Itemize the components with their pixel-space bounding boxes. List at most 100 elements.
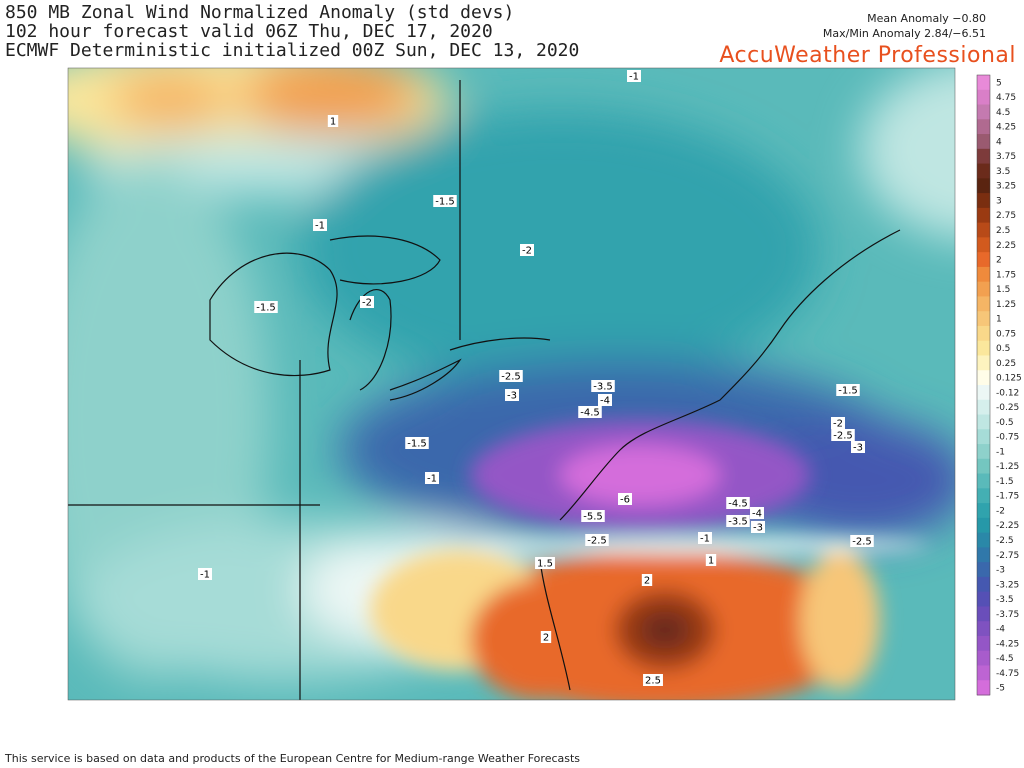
contour-label-text: -2.5: [833, 431, 853, 442]
contour-label-text: -4.5: [728, 499, 748, 510]
contour-label-box: [585, 534, 609, 546]
contour-label: -3.5: [726, 515, 750, 528]
legend-label: -4.5: [996, 654, 1014, 664]
legend-label: 4.75: [996, 93, 1016, 103]
contour-label-box: [750, 507, 764, 519]
legend-swatch: [977, 119, 990, 135]
legend-label: 0.5: [996, 344, 1010, 354]
contour-label-box: [591, 380, 615, 392]
legend-swatch: [977, 517, 990, 534]
legend-swatch: [977, 370, 990, 386]
legend-label: -2: [996, 506, 1005, 516]
contour-label: 2: [540, 631, 552, 644]
contour-label-box: [433, 195, 457, 207]
legend-label: 3.5: [996, 167, 1010, 177]
legend-swatch: [977, 207, 990, 224]
contour-label-text: -2.5: [852, 537, 872, 548]
contour-label: 1: [705, 554, 717, 567]
legend-label: 1.5: [996, 285, 1010, 295]
legend-swatch: [977, 237, 990, 253]
contour-label-text: 1: [708, 556, 714, 567]
title-line: ECMWF Deterministic initialized 00Z Sun,…: [5, 40, 580, 61]
contour-label-box: [405, 437, 429, 449]
legend-swatch: [977, 178, 990, 194]
legend-swatch: [977, 429, 990, 445]
legend-label: 2: [996, 256, 1002, 266]
contour-label: 1.5: [535, 557, 555, 570]
legend-label: -3: [996, 566, 1005, 576]
contour-label: -4: [598, 394, 612, 407]
contour-label: -1: [313, 219, 327, 232]
legend-label: -3.25: [996, 580, 1019, 590]
legend-swatch: [977, 252, 990, 268]
contour-label: -4: [750, 507, 764, 520]
legend-label: 4.25: [996, 123, 1016, 133]
contour-label-text: 1: [330, 117, 336, 128]
title-line: 850 MB Zonal Wind Normalized Anomaly (st…: [5, 2, 515, 23]
contour-label-text: -1.5: [407, 439, 427, 450]
legend-label: 0.125: [996, 374, 1022, 384]
contour-label-box: [505, 389, 519, 401]
legend-label: 4.5: [996, 108, 1010, 118]
contour-label: -2.5: [831, 429, 855, 442]
contour-label-text: -3.5: [593, 382, 613, 393]
contour-label: -1.5: [836, 384, 860, 397]
legend-label: -2.5: [996, 536, 1014, 546]
legend-swatch: [977, 399, 990, 416]
legend-swatch: [977, 680, 990, 696]
contour-label-text: -1: [700, 534, 710, 545]
legend-swatch: [977, 311, 990, 327]
color-legend: 5 4.75 4.5 4.25 4 3.75 3.5 3.25 3 2.75 2.5 2.25 2 1.7…: [976, 74, 1022, 696]
contour-label: -2.5: [585, 534, 609, 547]
contour-label: -1: [627, 70, 641, 83]
contour-label-box: [540, 631, 552, 643]
legend-swatch: [977, 266, 990, 283]
legend-swatch: [977, 488, 990, 504]
contour-label-text: -1.5: [256, 303, 276, 314]
contour-label-box: [198, 568, 212, 580]
contour-label-box: [618, 493, 632, 505]
contour-label-text: -1.5: [838, 386, 858, 397]
contour-label: -4.5: [578, 406, 602, 419]
legend-label: -0.75: [996, 433, 1019, 443]
legend-swatch: [977, 606, 990, 622]
contour-label: -1: [698, 532, 712, 545]
legend-label: 2.75: [996, 211, 1016, 221]
legend-label: 0.75: [996, 329, 1016, 339]
contour-label-text: -4: [600, 396, 610, 407]
contour-label: -1.5: [433, 195, 457, 208]
legend-label: -1.5: [996, 477, 1014, 487]
contour-label: -6: [618, 493, 632, 506]
contour-label-text: -2.5: [587, 536, 607, 547]
contour-label-text: 2: [543, 633, 549, 644]
contour-label-box: [698, 532, 712, 544]
contour-label: -3: [505, 389, 519, 402]
contour-label-text: -2: [833, 419, 843, 430]
legend-swatch: [977, 163, 990, 179]
legend-label: 5: [996, 78, 1002, 88]
contour-label-box: [313, 219, 327, 231]
legend-label: -3.5: [996, 595, 1014, 605]
contour-label-text: -4: [752, 509, 762, 520]
contour-label-box: [851, 441, 865, 453]
legend-label: 3: [996, 196, 1002, 206]
max-min-anomaly: Max/Min Anomaly 2.84/−6.51: [822, 27, 986, 40]
legend-label: 1: [996, 315, 1002, 325]
legend-swatch: [977, 134, 990, 150]
legend-label: -0.25: [996, 403, 1019, 413]
contour-label-box: [836, 384, 860, 396]
contour-label-text: -2: [522, 246, 532, 257]
legend-swatch: [977, 222, 990, 238]
legend-swatch: [977, 148, 990, 165]
title-line: 102 hour forecast valid 06Z Thu, DEC 17,…: [5, 21, 493, 42]
legend-label: 0.25: [996, 359, 1016, 369]
contour-label-box: [520, 244, 534, 256]
contour-label-box: [254, 301, 278, 313]
legend-label: 1.25: [996, 300, 1016, 310]
footer: This service is based on data and produc…: [5, 752, 581, 765]
legend-swatch: [977, 385, 990, 401]
legend-label: -4.75: [996, 669, 1019, 679]
contour-label: -2: [831, 417, 845, 430]
contour-labels: -11-1.5-1-2-1.5 -2-2.5-3-3.5-4-4.5-1.5-1-…: [198, 70, 874, 687]
